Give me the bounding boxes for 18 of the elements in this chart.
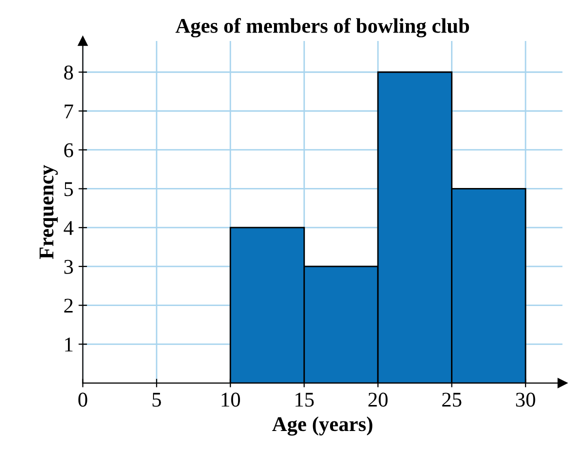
x-tick-label: 10 [222,392,240,407]
y-tick-label: 1 [65,338,73,352]
x-tick-label: 25 [442,392,462,407]
chart-title: Ages of members of bowling club [176,18,470,38]
y-tick-label: 8 [64,66,73,80]
x-axis-title: Age (years) [272,416,372,436]
y-tick-label: 4 [64,221,74,235]
x-tick-label: 15 [296,392,314,407]
y-axis-title: Frequency [40,164,58,259]
x-tick-label: 20 [368,392,388,407]
y-tick-label: 6 [64,143,74,158]
x-tick-label: 30 [516,392,536,407]
y-tick-label: 2 [64,298,73,313]
y-tick-label: 5 [64,182,73,196]
x-tick-label: 5 [152,392,161,407]
y-tick-label: 7 [64,104,74,118]
y-tick-label: 3 [64,260,73,274]
x-tick-label: 0 [78,392,88,407]
